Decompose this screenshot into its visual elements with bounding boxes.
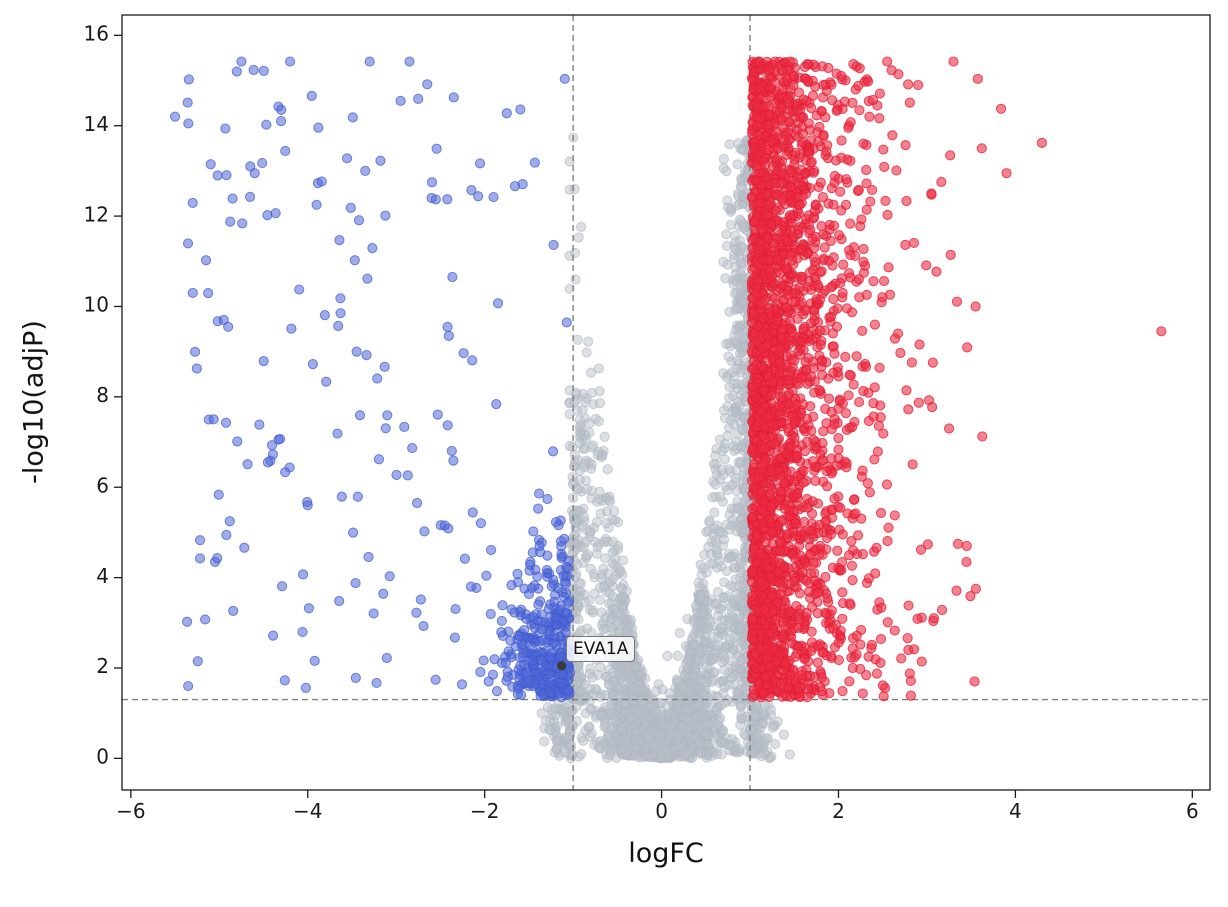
y-axis-label: -log10(adjP) bbox=[18, 320, 50, 484]
gene-annotation-label: EVA1A bbox=[566, 636, 636, 662]
x-axis-label: logFC bbox=[628, 838, 704, 869]
